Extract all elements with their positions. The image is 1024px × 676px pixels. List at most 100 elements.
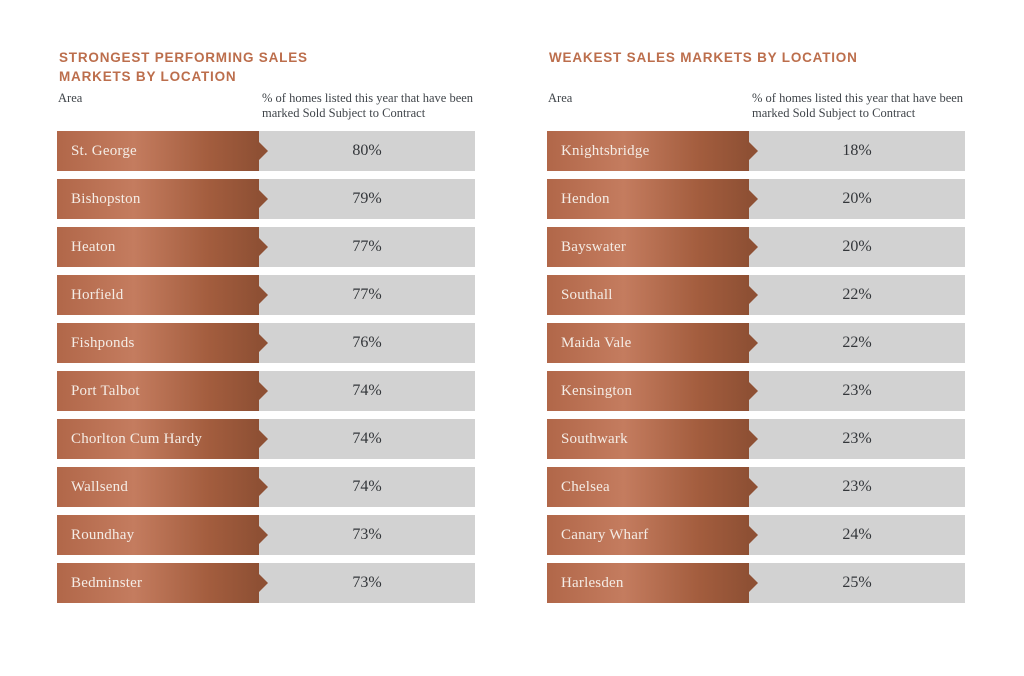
value-bar: 24% xyxy=(749,515,965,555)
value-bar: 79% xyxy=(259,179,475,219)
arrow-right-icon xyxy=(259,382,268,400)
value-bar: 77% xyxy=(259,275,475,315)
area-label: Canary Wharf xyxy=(561,526,649,543)
table-row: Knightsbridge 18% xyxy=(547,131,965,171)
value-bar: 20% xyxy=(749,179,965,219)
area-bar: Bishopston xyxy=(57,179,268,219)
percent-value: 23% xyxy=(842,478,872,495)
area-label: Bedminster xyxy=(71,574,143,591)
area-bar: Bedminster xyxy=(57,563,268,603)
area-bar: Hendon xyxy=(547,179,758,219)
percent-value: 77% xyxy=(352,286,382,303)
area-label: Southall xyxy=(561,286,613,303)
area-bar: Port Talbot xyxy=(57,371,268,411)
percent-value: 74% xyxy=(352,478,382,495)
table-row: Bedminster 73% xyxy=(57,563,475,603)
arrow-right-icon xyxy=(749,574,758,592)
table-row: Harlesden 25% xyxy=(547,563,965,603)
percent-value: 22% xyxy=(842,334,872,351)
percent-value: 24% xyxy=(842,526,872,543)
percent-value: 73% xyxy=(352,526,382,543)
arrow-right-icon xyxy=(749,430,758,448)
area-bar: Kensington xyxy=(547,371,758,411)
area-label: Chorlton Cum Hardy xyxy=(71,430,203,447)
table-row: Southwark 23% xyxy=(547,419,965,459)
area-label: Hendon xyxy=(561,190,610,207)
percent-value: 20% xyxy=(842,190,872,207)
area-label: Kensington xyxy=(561,382,633,399)
arrow-right-icon xyxy=(749,382,758,400)
value-bar: 76% xyxy=(259,323,475,363)
area-bar: Bayswater xyxy=(547,227,758,267)
percent-value: 77% xyxy=(352,238,382,255)
panel-title-line: MARKETS BY LOCATION xyxy=(59,69,237,84)
panel-title-strongest: STRONGEST PERFORMING SALES MARKETS BY LO… xyxy=(59,48,308,86)
area-label: Harlesden xyxy=(561,574,624,591)
arrow-right-icon xyxy=(259,526,268,544)
area-bar: Southwark xyxy=(547,419,758,459)
area-label: Heaton xyxy=(71,238,116,255)
value-bar: 73% xyxy=(259,563,475,603)
table-row: Horfield 77% xyxy=(57,275,475,315)
value-bar: 22% xyxy=(749,275,965,315)
table-row: Chorlton Cum Hardy 74% xyxy=(57,419,475,459)
arrow-right-icon xyxy=(259,142,268,160)
arrow-right-icon xyxy=(259,238,268,256)
percent-value: 23% xyxy=(842,382,872,399)
arrow-right-icon xyxy=(749,286,758,304)
area-label: Wallsend xyxy=(71,478,129,495)
table-row: Bishopston 79% xyxy=(57,179,475,219)
table-row: Wallsend 74% xyxy=(57,467,475,507)
area-bar: Chorlton Cum Hardy xyxy=(57,419,268,459)
column-header-percent: % of homes listed this year that have be… xyxy=(262,91,474,120)
arrow-right-icon xyxy=(749,526,758,544)
area-bar: Heaton xyxy=(57,227,268,267)
table-row: Bayswater 20% xyxy=(547,227,965,267)
table-row: Kensington 23% xyxy=(547,371,965,411)
percent-value: 23% xyxy=(842,430,872,447)
area-label: St. George xyxy=(71,142,137,159)
value-bar: 22% xyxy=(749,323,965,363)
panel-title-line: STRONGEST PERFORMING SALES xyxy=(59,50,308,65)
area-label: Roundhay xyxy=(71,526,135,543)
value-bar: 23% xyxy=(749,419,965,459)
arrow-right-icon xyxy=(259,478,268,496)
strongest-rows: St. George 80% Bishopston 79% Heaton 77%… xyxy=(57,131,475,611)
arrow-right-icon xyxy=(259,574,268,592)
area-label: Chelsea xyxy=(561,478,610,495)
arrow-right-icon xyxy=(259,286,268,304)
percent-value: 74% xyxy=(352,430,382,447)
table-row: Chelsea 23% xyxy=(547,467,965,507)
area-label: Southwark xyxy=(561,430,628,447)
percent-value: 22% xyxy=(842,286,872,303)
percent-value: 18% xyxy=(842,142,872,159)
weakest-rows: Knightsbridge 18% Hendon 20% Bayswater 2… xyxy=(547,131,965,611)
percent-value: 76% xyxy=(352,334,382,351)
value-bar: 23% xyxy=(749,371,965,411)
area-bar: Southall xyxy=(547,275,758,315)
area-bar: Harlesden xyxy=(547,563,758,603)
value-bar: 74% xyxy=(259,371,475,411)
value-bar: 25% xyxy=(749,563,965,603)
table-row: Hendon 20% xyxy=(547,179,965,219)
value-bar: 23% xyxy=(749,467,965,507)
area-label: Bayswater xyxy=(561,238,627,255)
value-bar: 74% xyxy=(259,467,475,507)
panel-title-line: WEAKEST SALES MARKETS BY LOCATION xyxy=(549,50,858,65)
arrow-right-icon xyxy=(749,238,758,256)
value-bar: 77% xyxy=(259,227,475,267)
table-row: Heaton 77% xyxy=(57,227,475,267)
column-header-percent: % of homes listed this year that have be… xyxy=(752,91,964,120)
value-bar: 18% xyxy=(749,131,965,171)
area-bar: Fishponds xyxy=(57,323,268,363)
value-bar: 73% xyxy=(259,515,475,555)
area-label: Bishopston xyxy=(71,190,141,207)
percent-value: 20% xyxy=(842,238,872,255)
arrow-right-icon xyxy=(259,430,268,448)
arrow-right-icon xyxy=(749,334,758,352)
table-row: Roundhay 73% xyxy=(57,515,475,555)
value-bar: 80% xyxy=(259,131,475,171)
area-bar: Canary Wharf xyxy=(547,515,758,555)
area-bar: Horfield xyxy=(57,275,268,315)
value-bar: 74% xyxy=(259,419,475,459)
